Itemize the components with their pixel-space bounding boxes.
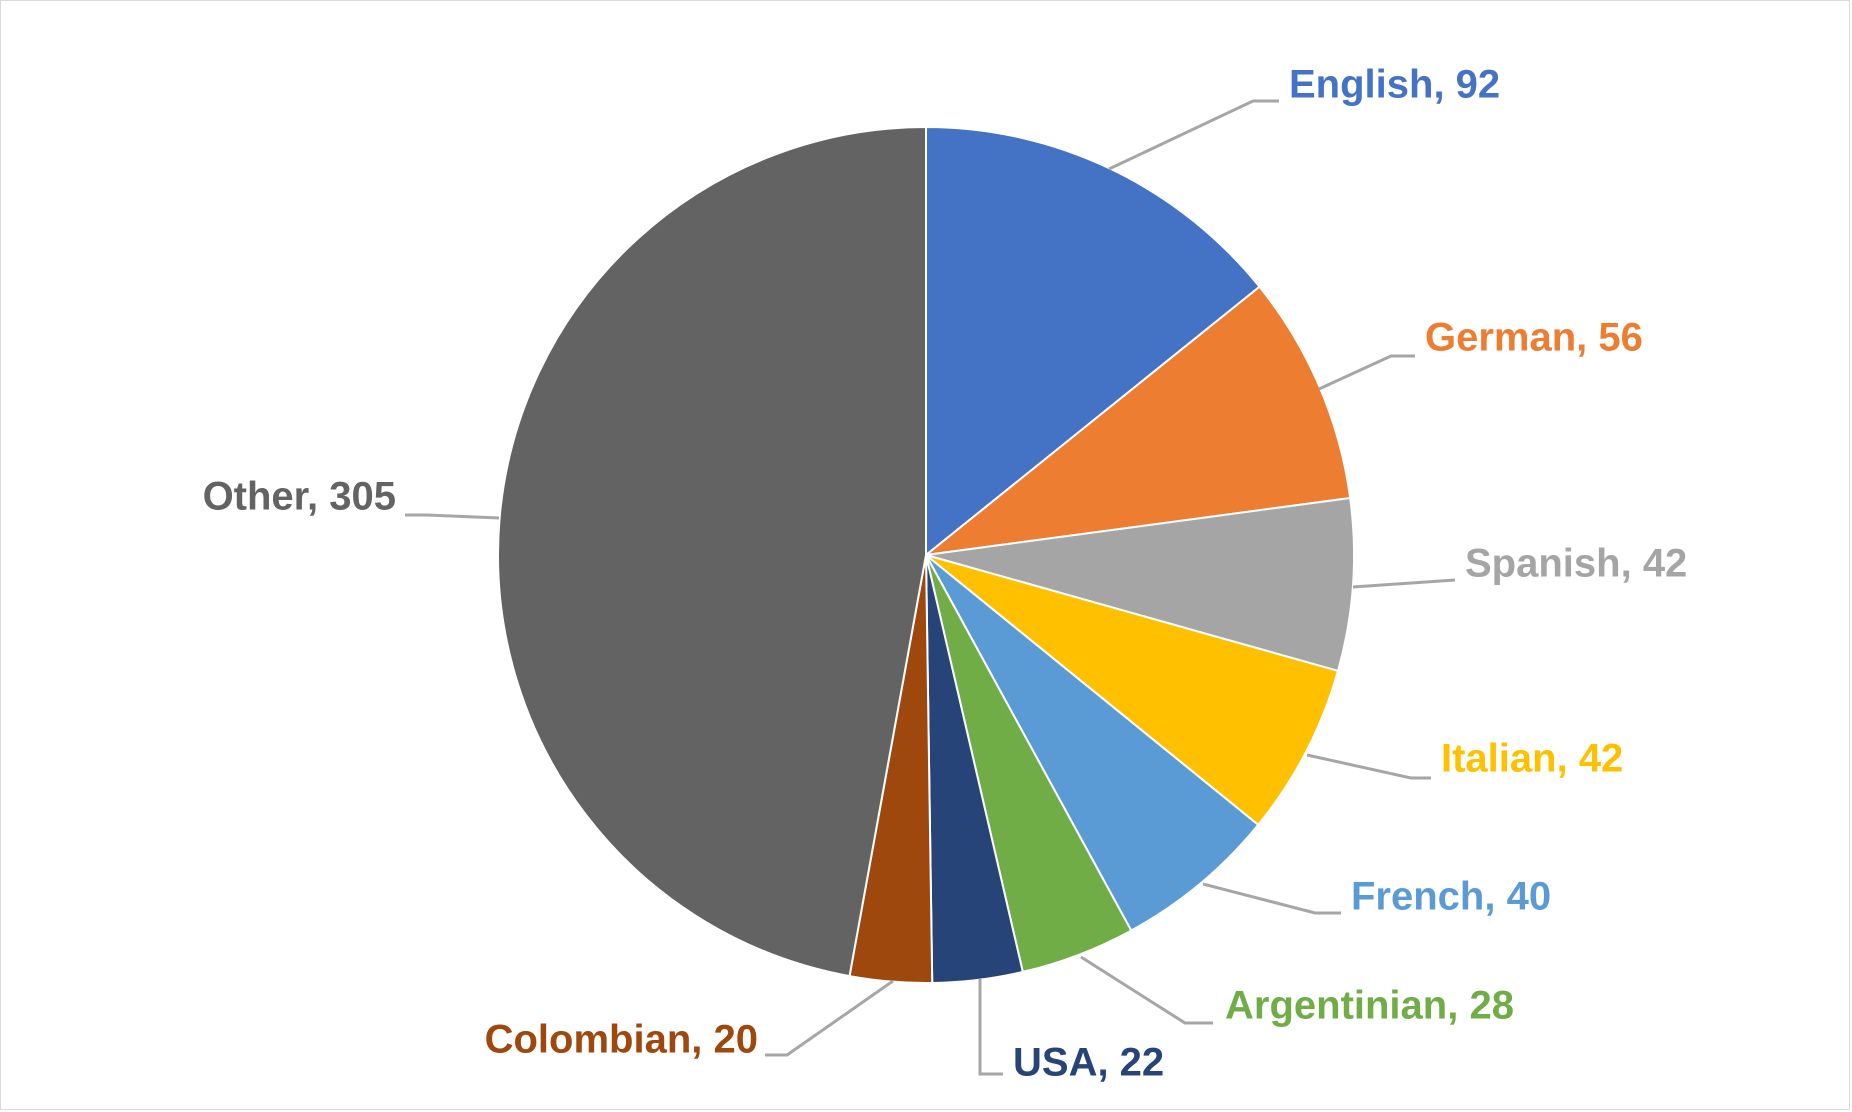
leader-lines xyxy=(405,99,1456,1076)
data-label-italian: Italian, 42 xyxy=(1441,737,1623,781)
data-label-argentinian: Argentinian, 28 xyxy=(1225,984,1514,1028)
leader-line-other xyxy=(405,513,500,520)
data-label-german: German, 56 xyxy=(1425,316,1643,360)
pie-slice-german xyxy=(922,285,1352,557)
data-label-english: English, 92 xyxy=(1289,63,1500,107)
leader-line-usa xyxy=(978,979,1003,1076)
leader-line-italian xyxy=(1306,753,1431,780)
data-label-spanish: Spanish, 42 xyxy=(1465,542,1687,586)
data-label-usa: USA, 22 xyxy=(1013,1041,1164,1085)
data-labels: English, 92 German, 56 Spanish, 42 Italian,… xyxy=(203,63,1688,1085)
data-label-colombian: Colombian, 20 xyxy=(485,1018,758,1062)
data-label-french: French, 40 xyxy=(1351,875,1551,919)
data-label-other: Other, 305 xyxy=(203,475,396,519)
leader-line-german xyxy=(1318,354,1415,391)
pie-slice-other xyxy=(497,125,927,978)
leader-line-colombian xyxy=(765,979,894,1057)
leader-line-argentinian xyxy=(1080,955,1213,1025)
pie-slice-french xyxy=(925,554,1260,932)
leader-line-french xyxy=(1202,882,1341,915)
pie-slice-spanish xyxy=(925,496,1355,673)
leader-line-spanish xyxy=(1352,578,1456,589)
pie-slices xyxy=(497,125,1355,984)
leader-line-english xyxy=(1108,99,1279,171)
pie-slice-italian xyxy=(925,554,1340,827)
